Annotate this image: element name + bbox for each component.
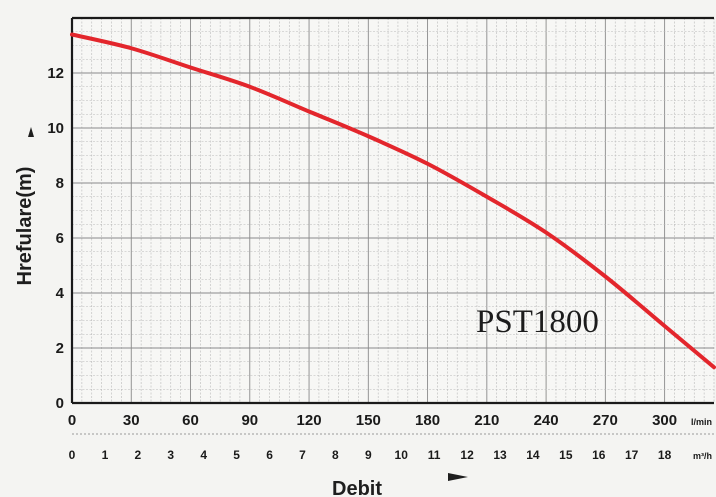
x-tick-label-m3h: 5 bbox=[233, 448, 240, 462]
x-tick-label-m3h: 1 bbox=[102, 448, 109, 462]
x-tick-label-m3h: 16 bbox=[592, 448, 606, 462]
x-tick-label-m3h: 12 bbox=[460, 448, 474, 462]
x-tick-label-m3h: 14 bbox=[526, 448, 540, 462]
x-tick-label-m3h: 17 bbox=[625, 448, 639, 462]
x-tick-label-m3h: 3 bbox=[167, 448, 174, 462]
x-unit-m3h: m³/h bbox=[693, 451, 712, 461]
x-tick-label-lmin: 210 bbox=[474, 412, 499, 429]
x-tick-label-lmin: 90 bbox=[241, 412, 258, 429]
x-axis-arrow-icon bbox=[448, 473, 468, 481]
x-tick-label-m3h: 4 bbox=[200, 448, 207, 462]
y-axis-arrow-icon bbox=[28, 127, 34, 137]
y-axis-title: Hrefulare(m) bbox=[14, 167, 36, 286]
x-tick-label-m3h: 0 bbox=[69, 448, 76, 462]
y-tick-label: 10 bbox=[47, 120, 64, 137]
x-tick-label-lmin: 120 bbox=[297, 412, 322, 429]
x-tick-label-m3h: 2 bbox=[135, 448, 142, 462]
grid bbox=[71, 17, 715, 404]
x-tick-label-lmin: 30 bbox=[123, 412, 140, 429]
x-tick-label-lmin: 240 bbox=[534, 412, 559, 429]
y-tick-label: 12 bbox=[47, 65, 64, 82]
x-tick-label-m3h: 7 bbox=[299, 448, 306, 462]
x-tick-label-lmin: 150 bbox=[356, 412, 381, 429]
x-tick-label-m3h: 8 bbox=[332, 448, 339, 462]
x-tick-label-m3h: 18 bbox=[658, 448, 672, 462]
x-tick-label-lmin: 300 bbox=[652, 412, 677, 429]
x-tick-label-lmin: 180 bbox=[415, 412, 440, 429]
y-tick-label: 8 bbox=[56, 175, 64, 192]
x-tick-label-lmin: 270 bbox=[593, 412, 618, 429]
y-tick-label: 2 bbox=[56, 340, 64, 357]
x-unit-lmin: l/min bbox=[691, 417, 712, 427]
x-tick-label-m3h: 13 bbox=[493, 448, 507, 462]
x-tick-label-lmin: 0 bbox=[68, 412, 76, 429]
x-tick-label-m3h: 11 bbox=[428, 448, 441, 462]
x-axis-title: Debit bbox=[332, 478, 382, 497]
x-tick-label-m3h: 10 bbox=[395, 448, 409, 462]
y-tick-label: 6 bbox=[56, 230, 64, 247]
series-label-pst1800: PST1800 bbox=[476, 304, 599, 340]
y-tick-label: 4 bbox=[56, 285, 65, 302]
x-tick-label-m3h: 15 bbox=[559, 448, 573, 462]
y-tick-label: 0 bbox=[56, 395, 64, 412]
x-tick-label-lmin: 60 bbox=[182, 412, 199, 429]
x-tick-label-m3h: 9 bbox=[365, 448, 372, 462]
series-line-pst1800 bbox=[70, 32, 716, 370]
x-tick-label-m3h: 6 bbox=[266, 448, 273, 462]
